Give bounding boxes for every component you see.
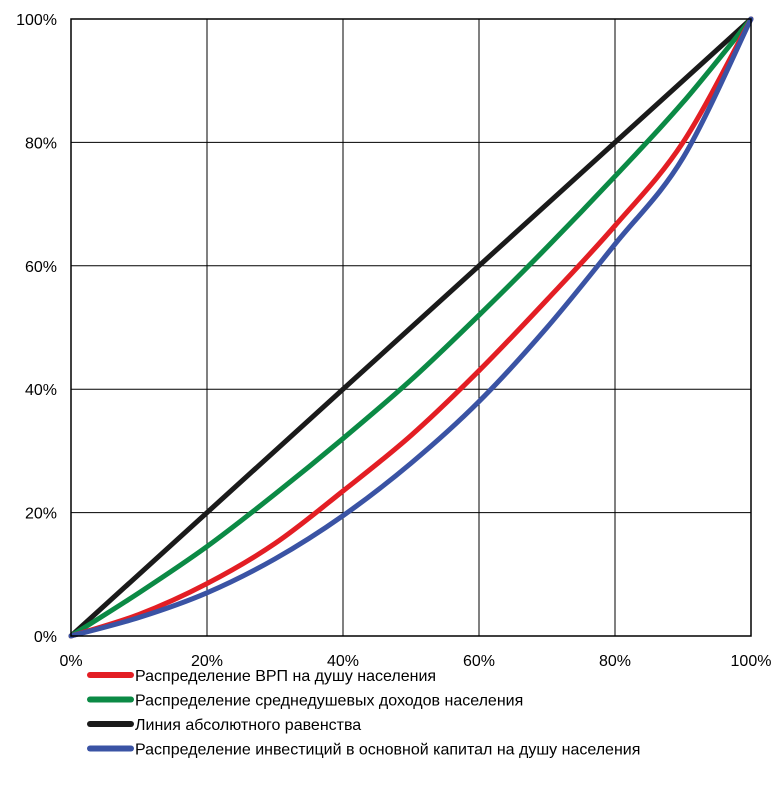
y-tick-label: 80% bbox=[25, 135, 57, 152]
x-tick-label: 80% bbox=[599, 653, 631, 670]
series-lines bbox=[68, 16, 754, 639]
x-tick-label: 60% bbox=[463, 653, 495, 670]
y-axis-ticks: 0% 20% 40% 60% 80% 100% bbox=[16, 12, 57, 646]
y-tick-label: 100% bbox=[16, 12, 57, 29]
grid bbox=[71, 19, 751, 636]
legend-label-absolute-equality: Линия абсолютного равенства bbox=[135, 717, 361, 734]
x-tick-label: 20% bbox=[191, 653, 223, 670]
legend: Распределение ВРП на душу населения Распр… bbox=[87, 668, 640, 759]
x-tick-label: 0% bbox=[59, 653, 82, 670]
series-line-income-per-capita bbox=[68, 16, 754, 639]
y-tick-label: 60% bbox=[25, 259, 57, 276]
x-tick-label: 40% bbox=[327, 653, 359, 670]
series-line-absolute-equality bbox=[68, 16, 754, 639]
x-axis-ticks: 0% 20% 40% 60% 80% 100% bbox=[59, 653, 771, 670]
x-tick-label: 100% bbox=[731, 653, 772, 670]
y-tick-label: 40% bbox=[25, 382, 57, 399]
y-tick-label: 20% bbox=[25, 506, 57, 523]
y-tick-label: 0% bbox=[34, 629, 57, 646]
series-line-investment-per-capita bbox=[68, 16, 754, 639]
legend-label-investment-per-capita: Распределение инвестиций в основной капи… bbox=[135, 742, 640, 759]
legend-label-grp-per-capita: Распределение ВРП на душу населения bbox=[135, 668, 436, 685]
plot-frame bbox=[70, 18, 752, 637]
series-line-grp-per-capita bbox=[68, 16, 754, 639]
legend-label-income-per-capita: Распределение среднедушевых доходов насе… bbox=[135, 693, 523, 710]
